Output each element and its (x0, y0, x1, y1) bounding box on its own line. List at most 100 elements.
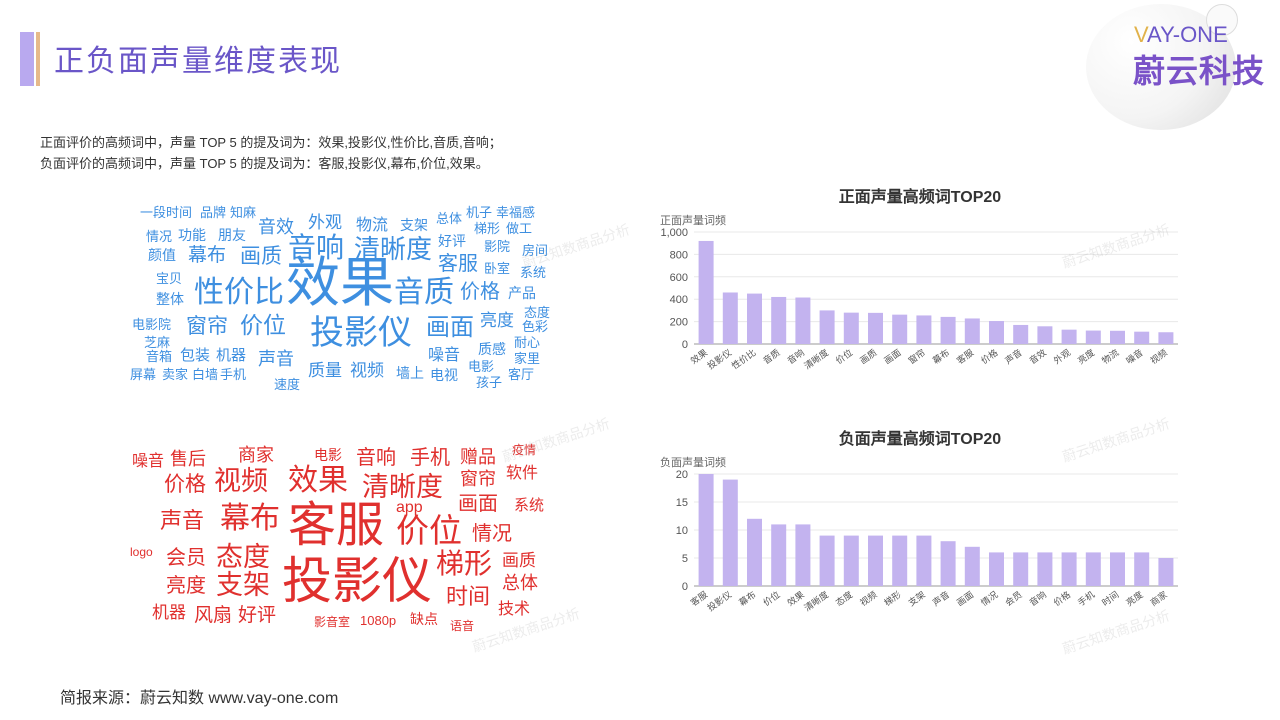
x-tick-label: 音效 (1027, 347, 1048, 366)
x-tick-label: 客服 (954, 347, 975, 366)
positive-cloud-word: 情况 (146, 229, 173, 244)
y-tick-label: 200 (670, 317, 688, 329)
negative-word-cloud: 噪音 售后 商家 电影 音响 手机 赠品 疫情 价格 视频 效果 清晰度 窗帘 软件 app 画面 系统 声音 幕布… (128, 440, 588, 640)
positive-cloud-word: 亮度 (480, 311, 514, 330)
positive-cloud-word: 家里 (514, 351, 541, 366)
bar (771, 296, 787, 344)
positive-cloud-word: 客服 (438, 253, 478, 275)
y-tick-label: 0 (682, 339, 688, 351)
x-tick-label: 画面 (955, 589, 975, 608)
negative-cloud-word: app (396, 499, 423, 516)
x-tick-label: 性价比 (729, 347, 757, 372)
y-tick-label: 15 (676, 497, 688, 509)
positive-cloud-word: 卖家 (162, 367, 189, 382)
positive-cloud-word: 音响 (288, 232, 345, 263)
page-title: 正负面声量维度表现 (54, 44, 342, 79)
x-tick-label: 幕布 (737, 589, 758, 608)
bar (795, 297, 811, 344)
bar (698, 474, 714, 586)
bar (795, 524, 811, 586)
bar (746, 518, 763, 586)
bar (1134, 552, 1150, 586)
bar (916, 315, 932, 344)
negative-cloud-word: logo (130, 545, 153, 559)
negative-cloud-word: 技术 (498, 601, 531, 618)
x-tick-label: 物流 (1100, 347, 1121, 366)
x-tick-label: 情况 (979, 589, 1000, 608)
positive-cloud-word: 质感 (478, 341, 506, 357)
x-tick-label: 梯形 (882, 589, 903, 608)
x-tick-label: 画质 (858, 347, 879, 366)
source-note: 简报来源：蔚云知数 www.vay-one.com (60, 690, 339, 707)
x-tick-label: 幕布 (930, 347, 951, 366)
bar (1085, 330, 1101, 344)
x-tick-label: 声音 (1003, 347, 1024, 366)
negative-cloud-word: 价格 (164, 473, 206, 496)
positive-cloud-word: 朋友 (218, 227, 246, 243)
positive-cloud-word: 机器 (216, 347, 247, 364)
bar (746, 293, 763, 344)
negative-cloud-word: 清晰度 (362, 472, 443, 502)
positive-cloud-word: 客厅 (508, 367, 535, 382)
x-tick-label: 视频 (1148, 347, 1169, 366)
bar (1109, 552, 1126, 586)
positive-cloud-word: 屏幕 (130, 367, 157, 382)
bar (1061, 552, 1077, 586)
bar (843, 535, 859, 586)
bar (988, 321, 1005, 344)
negative-bar-chart: 负面声量高频词TOP20 负面声量词频 0 5 10 15 20 客服 投影仪 幕布 价位 效果 清晰度… (650, 424, 1190, 624)
positive-cloud-word: 电影院 (132, 317, 172, 332)
bar (940, 316, 956, 344)
positive-cloud-word: 电影 (468, 359, 495, 374)
x-tick-label: 窗帘 (906, 347, 927, 366)
x-tick-label: 音响 (1027, 589, 1048, 608)
positive-cloud-word: 白墙 (192, 367, 219, 382)
y-tick-label: 400 (670, 294, 688, 306)
positive-cloud-word: 噪音 (428, 347, 461, 364)
x-tick-label: 画面 (882, 347, 902, 366)
negative-cloud-word: 画质 (502, 551, 536, 570)
bar (771, 524, 787, 586)
logo-v: V (1134, 22, 1148, 47)
x-tick-label: 声音 (930, 589, 951, 608)
positive-cloud-word: 功能 (178, 227, 206, 243)
logo-english: VAY-ONE (1134, 22, 1228, 48)
bar (722, 479, 738, 586)
positive-cloud-word: 声音 (258, 349, 294, 369)
y-tick-label: 10 (676, 525, 688, 537)
x-tick-label: 时间 (1100, 589, 1121, 608)
x-tick-label: 态度 (833, 589, 854, 608)
logo-chinese: 蔚云科技 (1133, 53, 1266, 89)
y-tick-label: 0 (682, 581, 688, 593)
bar (892, 535, 908, 586)
x-tick-label: 清晰度 (802, 347, 830, 372)
negative-cloud-word: 软件 (506, 465, 539, 482)
negative-cloud-word: 视频 (214, 466, 268, 496)
bar (819, 310, 835, 344)
positive-cloud-word: 卧室 (484, 261, 511, 276)
chart-svg: 正面声量高频词TOP20正面声量词频02004006008001,000效果投影… (660, 187, 1178, 372)
y-tick-label: 20 (676, 469, 688, 481)
bar (940, 541, 956, 586)
negative-cloud-word: 时间 (446, 584, 491, 609)
positive-cloud-word: 房间 (522, 243, 549, 258)
x-tick-label: 视频 (858, 589, 879, 608)
negative-cloud-word: 1080p (360, 613, 397, 628)
positive-cloud-word: 音箱 (146, 349, 173, 364)
negative-cloud-word: 幕布 (220, 502, 280, 535)
negative-cloud-word: 亮度 (166, 575, 206, 597)
positive-cloud-word: 外观 (308, 213, 342, 232)
positive-cloud-word: 投影仪 (310, 314, 412, 352)
bar (892, 314, 908, 344)
x-tick-label: 清晰度 (802, 589, 830, 614)
positive-cloud-word: 音效 (258, 217, 294, 237)
x-tick-label: 亮度 (1124, 589, 1145, 608)
negative-cloud-word: 机器 (152, 603, 186, 622)
x-tick-label: 投影仪 (705, 347, 733, 372)
y-tick-label: 800 (670, 249, 688, 261)
positive-cloud-word: 手机 (220, 367, 247, 382)
bar (1109, 330, 1126, 344)
positive-cloud-word: 梯形 (474, 221, 501, 236)
bar (964, 318, 980, 344)
bar (1013, 324, 1029, 344)
